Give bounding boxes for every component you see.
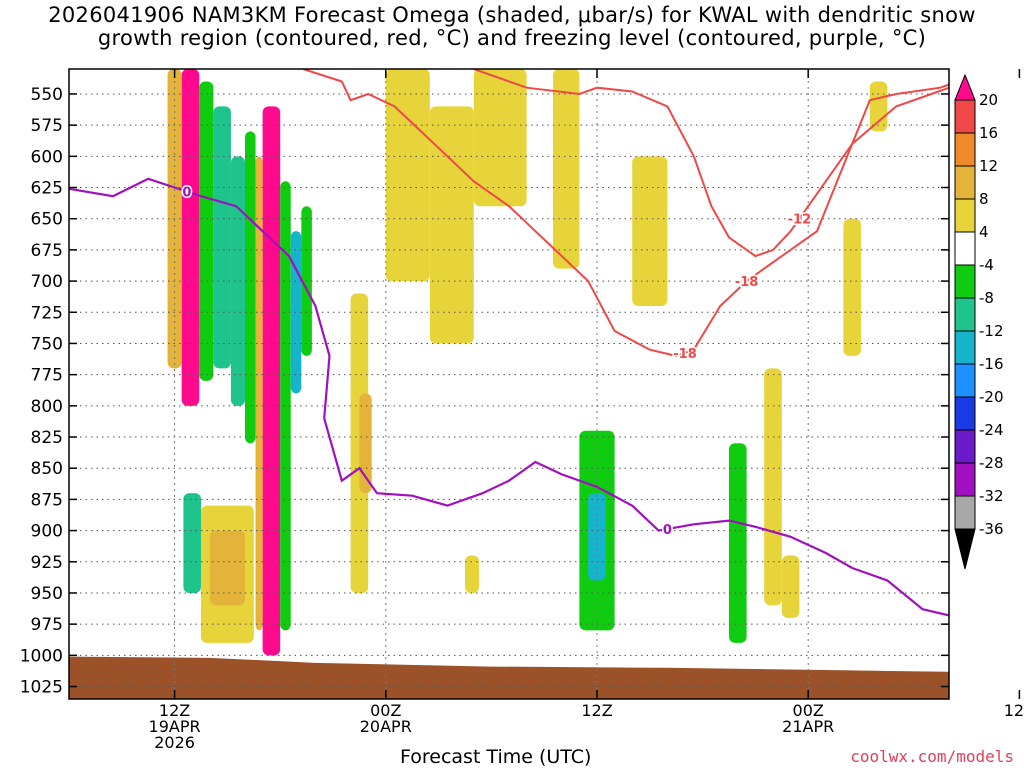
- colorbar-label-8: -16: [979, 355, 1004, 373]
- omega-cell-13: [209, 530, 245, 606]
- colorbar-bin-11: [954, 429, 976, 464]
- y-tick-label-7: 725: [31, 303, 63, 323]
- y-tick-label-15: 925: [31, 553, 63, 573]
- colorbar-bin-4: [954, 198, 976, 233]
- colorbar-label-1: 16: [979, 124, 998, 142]
- y-tick-label-12: 850: [31, 459, 63, 479]
- y-tick-label-16: 950: [31, 584, 63, 604]
- colorbar-label-13: -36: [979, 520, 1004, 538]
- colorbar-bin-2: [954, 132, 976, 167]
- x-tick-label-1-0: 00Z: [370, 701, 401, 720]
- omega-cell-27: [843, 218, 861, 356]
- contour-line-1: [473, 69, 949, 258]
- y-tick-label-4: 650: [31, 210, 63, 230]
- x-tick-label-3-0: 00Z: [793, 701, 824, 720]
- omega-cell-17: [429, 106, 474, 344]
- x-tick-label-3-1: 21APR: [782, 717, 834, 736]
- y-tick-label-3: 625: [31, 179, 63, 199]
- colorbar-bin-6: [954, 264, 976, 299]
- terrain: [69, 656, 949, 699]
- x-tick-label-0-2: 2026: [154, 733, 195, 752]
- x-tick-label-1-1: 20APR: [360, 717, 412, 736]
- plot-frame: [68, 68, 950, 700]
- contour-line-2: [69, 177, 949, 617]
- omega-cell-16: [385, 69, 430, 282]
- colorbar-label-3: 8: [979, 190, 989, 208]
- colorbar-label-10: -24: [979, 421, 1004, 439]
- colorbar-bin-10: [954, 396, 976, 431]
- omega-cell-0: [181, 69, 200, 406]
- contour-label-2: -12: [788, 213, 812, 228]
- omega-cell-2: [199, 81, 214, 381]
- colorbar-bin-9: [954, 363, 976, 398]
- y-tick-label-5: 675: [31, 241, 63, 261]
- title-line-2: growth region (contoured, red, °C) and f…: [97, 26, 927, 50]
- y-tick-label-9: 775: [31, 366, 63, 386]
- credit-link[interactable]: coolwx.com/models: [850, 747, 1014, 766]
- y-tick-label-19: 1025: [20, 678, 63, 698]
- colorbar-label-4: 4: [979, 223, 989, 241]
- colorbar-label-12: -32: [979, 487, 1004, 505]
- omega-cell-21: [588, 493, 606, 581]
- chart-title: 2026041906 NAM3KM Forecast Omega (shaded…: [0, 4, 1024, 50]
- colorbar-label-7: -12: [979, 322, 1004, 340]
- omega-cell-15: [359, 393, 372, 494]
- colorbar-label-9: -20: [979, 388, 1004, 406]
- x-axis-title: Forecast Time (UTC): [400, 746, 592, 768]
- colorbar-top-arrow: [954, 73, 976, 101]
- y-tick-label-2: 600: [31, 147, 63, 167]
- omega-cell-4: [230, 156, 245, 406]
- omega-cell-28: [869, 81, 888, 132]
- contour-label-0: -18: [673, 347, 697, 362]
- colorbar-bin-7: [954, 297, 976, 332]
- y-tick-label-18: 1000: [20, 646, 63, 666]
- y-tick-label-1: 575: [31, 116, 63, 136]
- colorbar-bin-1: [954, 99, 976, 134]
- y-tick-label-6: 700: [31, 272, 63, 292]
- contour-label-3: 0: [182, 186, 191, 201]
- colorbar-bin-5: [954, 231, 976, 266]
- x-tick-label-0-0: 12Z: [159, 701, 190, 720]
- x-tick-label-2-0: 12Z: [581, 701, 612, 720]
- colorbar-label-0: 20: [979, 91, 998, 109]
- omega-cell-3: [213, 106, 231, 369]
- y-tick-label-8: 750: [31, 334, 63, 354]
- omega-cell-7: [255, 156, 263, 631]
- colorbar-bin-12: [954, 462, 976, 497]
- omega-cell-9: [290, 231, 302, 394]
- omega-cell-25: [764, 368, 782, 606]
- contour-label-1: -18: [735, 275, 759, 290]
- colorbar-label-2: 12: [979, 157, 998, 175]
- colorbar-label-6: -8: [979, 289, 994, 307]
- colorbar-bottom-arrow: [954, 528, 976, 570]
- omega-cell-5: [245, 131, 256, 444]
- omega-cell-22: [553, 69, 580, 269]
- colorbar-label-5: -4: [979, 256, 994, 274]
- omega-cell-8: [280, 181, 291, 631]
- omega-cell-19: [465, 555, 480, 593]
- omega-cell-23: [632, 156, 668, 307]
- title-line-1: 2026041906 NAM3KM Forecast Omega (shaded…: [48, 3, 976, 27]
- y-tick-label-10: 800: [31, 397, 63, 417]
- colorbar-bin-8: [954, 330, 976, 365]
- plot-area: -18 -18 -12 0 0: [69, 69, 949, 699]
- omega-cell-6: [262, 106, 281, 656]
- y-tick-label-13: 875: [31, 490, 63, 510]
- x-tick-label-0-1: 19APR: [149, 717, 201, 736]
- y-tick-label-17: 975: [31, 615, 63, 635]
- x-tick-label-4-0: 12Z: [1004, 701, 1024, 720]
- colorbar-label-11: -28: [979, 454, 1004, 472]
- contour-label-4: 0: [663, 523, 672, 538]
- colorbar-bin-3: [954, 165, 976, 200]
- colorbar-bin-13: [954, 495, 976, 530]
- y-tick-label-0: 550: [31, 85, 63, 105]
- omega-cell-26: [781, 555, 800, 618]
- omega-cell-11: [183, 493, 201, 593]
- y-tick-label-14: 900: [31, 522, 63, 542]
- omega-cell-24: [729, 443, 747, 643]
- omega-cell-18: [473, 69, 527, 207]
- y-tick-label-11: 825: [31, 428, 63, 448]
